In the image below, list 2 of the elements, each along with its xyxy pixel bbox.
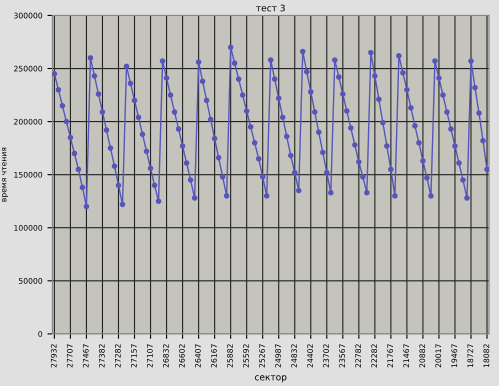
chart-title: тест 3 — [256, 4, 285, 12]
x-axis-title: сектор — [254, 375, 286, 382]
